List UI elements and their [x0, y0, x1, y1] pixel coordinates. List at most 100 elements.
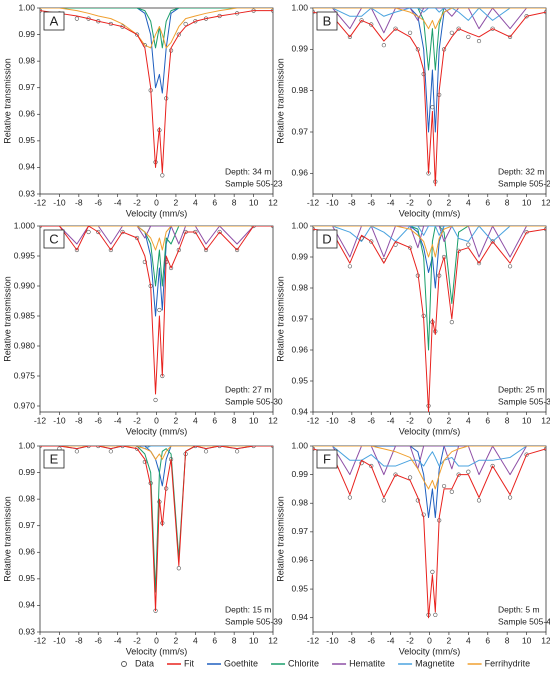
x-tick-label: 8 [505, 197, 510, 207]
series-line [313, 446, 546, 467]
series-line [40, 226, 273, 317]
y-tick-label: 0.96 [18, 109, 35, 119]
data-point [183, 21, 188, 27]
y-tick-label: 0.99 [291, 44, 308, 54]
x-axis-label: Velocity (mm/s) [399, 646, 461, 656]
depth-label: Depth: 32 m [498, 166, 544, 176]
data-point [430, 105, 435, 110]
data-point [524, 452, 529, 457]
series-line [313, 11, 546, 187]
x-tick-label: -6 [94, 415, 102, 425]
x-tick-label: 6 [212, 415, 217, 425]
sample-label: Sample 505-43 [498, 616, 550, 626]
y-tick-label: 1.00 [291, 2, 308, 12]
y-tick-label: 0.94 [291, 612, 308, 622]
y-tick-label: 0.97 [18, 82, 35, 92]
x-tick-label: -10 [326, 197, 339, 207]
legend-label: Hematite [349, 658, 385, 668]
x-tick-label: -2 [406, 197, 414, 207]
series-line [313, 8, 546, 30]
y-tick-label: 0.93 [18, 626, 35, 636]
y-tick-label: 0.95 [291, 375, 308, 385]
panel: -12 -10 -8 -6 -4 -2 0 2 4 6 8 10 12 0.970 0.975 0.980 0.… [2, 220, 283, 436]
data-point [466, 34, 471, 40]
data-point [507, 264, 513, 269]
y-tick-label: 0.99 [18, 467, 35, 477]
x-tick-label: 0 [427, 415, 432, 425]
y-tick-label: 0.97 [291, 313, 308, 323]
x-axis-label: Velocity (mm/s) [126, 208, 188, 218]
x-tick-label: 4 [193, 635, 198, 645]
series-line [40, 226, 273, 287]
x-tick-label: -10 [53, 197, 66, 207]
data-point [234, 247, 240, 253]
x-tick-label: 4 [193, 197, 198, 207]
panel-letter-box [43, 11, 65, 31]
y-tick-label: 0.970 [14, 400, 36, 410]
data-point [407, 245, 413, 250]
y-axis-label: Relative transmission [275, 496, 285, 582]
data-point [120, 229, 125, 235]
series-line [313, 448, 546, 619]
data-point [466, 242, 471, 247]
data-point [433, 612, 438, 617]
legend-marker [121, 661, 127, 667]
x-tick-label: -12 [307, 197, 320, 207]
x-tick-label: -8 [348, 197, 356, 207]
data-point [251, 226, 256, 229]
data-point [157, 307, 162, 313]
data-point [142, 259, 147, 265]
x-tick-label: 12 [541, 415, 550, 425]
y-tick-label: 0.96 [291, 168, 308, 178]
plot-area [313, 8, 546, 187]
legend-label: Ferrihydrite [485, 658, 531, 668]
x-tick-label: 0 [154, 197, 159, 207]
legend-label: Goethite [224, 658, 258, 668]
panel-letter-box [43, 229, 65, 249]
y-axis-label: Relative transmission [275, 276, 285, 362]
series-line [313, 226, 546, 351]
y-tick-label: 0.98 [291, 85, 308, 95]
data-point [490, 26, 495, 31]
x-tick-label: 0 [427, 635, 432, 645]
legend-label: Magnetite [415, 658, 455, 668]
x-tick-label: 6 [212, 197, 217, 207]
x-tick-label: 10 [249, 415, 259, 425]
x-tick-label: 2 [174, 635, 179, 645]
x-tick-label: -12 [34, 415, 47, 425]
panel-letter: F [323, 451, 331, 466]
x-tick-label: 8 [232, 635, 237, 645]
series-line [313, 8, 546, 21]
x-tick-label: 2 [447, 197, 452, 207]
data-point [203, 449, 209, 454]
y-axis-label: Relative transmission [2, 496, 12, 582]
x-tick-label: 8 [505, 415, 510, 425]
data-point [217, 229, 222, 235]
x-tick-label: -2 [406, 635, 414, 645]
data-point [313, 446, 316, 451]
x-tick-label: 4 [466, 635, 471, 645]
x-tick-label: 6 [485, 635, 490, 645]
data-point [203, 247, 209, 253]
data-point [441, 483, 447, 489]
x-tick-label: 2 [447, 635, 452, 645]
y-tick-label: 0.94 [18, 600, 35, 610]
y-tick-label: 1.00 [291, 440, 308, 450]
y-axis-label: Relative transmission [275, 58, 285, 144]
x-tick-label: 2 [174, 415, 179, 425]
panel-letter-box [316, 449, 338, 469]
data-point [108, 449, 113, 454]
data-point [430, 569, 435, 575]
data-point [490, 463, 495, 469]
y-tick-label: 0.99 [18, 29, 35, 39]
data-point [476, 261, 482, 266]
data-point [456, 26, 461, 31]
series-line [313, 226, 546, 289]
y-tick-label: 1.00 [18, 440, 35, 450]
depth-label: Depth: 27 m [225, 384, 271, 394]
series-line [40, 10, 273, 174]
y-tick-label: 0.96 [291, 555, 308, 565]
x-tick-label: -4 [114, 415, 122, 425]
y-tick-label: 0.94 [18, 162, 35, 172]
sample-label: Sample 505-25 [498, 178, 550, 188]
